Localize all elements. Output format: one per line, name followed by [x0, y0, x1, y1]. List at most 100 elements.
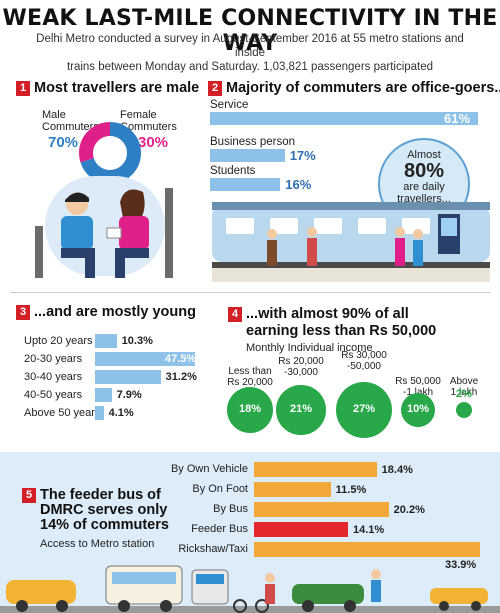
platform-edge-icon	[212, 262, 490, 268]
man-hair-icon	[65, 192, 89, 202]
income-category-3-line-2: -1 lakh	[386, 387, 450, 398]
bus-wheel-1-icon	[118, 600, 130, 612]
income-subtitle: Monthly Individual income	[246, 342, 373, 354]
section-1-heading: 1 Most travellers are male	[16, 80, 199, 96]
age-bar-4	[95, 406, 104, 420]
section-3-number: 3	[16, 305, 30, 320]
income-bubble-3	[400, 392, 436, 428]
passenger-body-2-icon	[307, 238, 317, 266]
age-value-3: 7.9%	[116, 389, 142, 401]
passenger-head-3-icon	[395, 227, 405, 237]
access-value-2: 20.2%	[393, 504, 425, 516]
income-bubble-1	[276, 385, 326, 435]
pedestrian-head-icon	[265, 573, 275, 583]
subtitle-line-1: Delhi Metro conducted a survey in August…	[36, 33, 464, 59]
man-shin-icon	[85, 256, 95, 278]
train-windows-icon	[226, 218, 430, 234]
man-shirt-icon	[61, 216, 93, 250]
female-value-label: 30%	[138, 134, 169, 151]
income-value-4: 2%	[456, 388, 472, 400]
section-3-title: ...and are mostly young	[34, 304, 196, 320]
bus-icon	[105, 565, 183, 605]
income-value-2: 27%	[352, 403, 376, 415]
passenger-body-3-icon	[395, 238, 405, 266]
access-bar-4	[254, 542, 480, 557]
age-bar-0	[95, 334, 117, 348]
income-bubble-0	[227, 387, 273, 433]
section-4-title-line-2: earning less than Rs 50,000	[246, 323, 437, 339]
road-icon	[0, 606, 500, 613]
section-1-number: 1	[16, 81, 30, 96]
metro-train-illustration	[212, 202, 490, 282]
rickshaw-wheel-2-icon	[56, 600, 68, 612]
age-label-1: 20-30 years	[24, 353, 83, 365]
age-value-1: 47.5%	[165, 353, 197, 365]
age-label-3: 40-50 years	[24, 389, 83, 401]
section-5-background	[0, 452, 500, 613]
woman-hair-icon	[120, 189, 145, 218]
passenger-body-4-icon	[413, 240, 423, 266]
income-category-3: Rs 50,000-1 lakh	[386, 376, 450, 398]
section-5-heading: 5 The feeder bus of DMRC serves only 14% …	[22, 488, 169, 533]
section-4-title-line-1: ...with almost 90% of all	[246, 306, 409, 322]
access-bar-1	[254, 482, 331, 497]
income-category-1-line-2: -30,000	[284, 367, 318, 378]
car-wheel-2-icon	[344, 600, 356, 612]
age-label-4: Above 50 years	[24, 407, 101, 419]
access-label-4: Rickshaw/Taxi	[178, 543, 248, 555]
access-label-1: By On Foot	[192, 483, 248, 495]
section-3-heading: 3 ...and are mostly young	[16, 304, 196, 320]
access-value-3: 14.1%	[353, 524, 385, 536]
occupation-value-1: 17%	[289, 148, 316, 163]
auto-rickshaw-icon	[6, 580, 76, 604]
passenger-head-4-icon	[413, 229, 423, 239]
income-category-0-line-2: Rs 20,000	[227, 377, 273, 388]
occupation-value-0: 61%	[444, 111, 471, 126]
section-5-subtitle: Access to Metro station	[40, 538, 155, 550]
book-icon	[106, 227, 122, 239]
access-bar-0	[254, 462, 377, 477]
pedestrian-body-icon	[265, 584, 275, 604]
taxi-icon	[430, 588, 488, 604]
runner-head-icon	[371, 569, 381, 579]
income-category-3-line-1: Rs 50,000	[395, 376, 441, 387]
cycle-wheel-2-icon	[255, 599, 269, 613]
income-category-1-line-1: Rs 20,000	[278, 356, 324, 367]
access-bar-3	[254, 522, 348, 537]
bus-windows-icon	[112, 572, 176, 584]
female-legend-label: Female Commuters	[120, 109, 177, 133]
section-5-title-line-3: 14% of commuters	[40, 517, 169, 533]
taxi-wheel-2-icon	[471, 601, 481, 611]
income-value-0: 18%	[238, 403, 262, 415]
occupation-bar-2	[210, 178, 281, 191]
taxi-wheel-1-icon	[439, 601, 449, 611]
cycle-wheel-1-icon	[233, 599, 247, 613]
income-category-2-line-1: Rs 30,000	[341, 350, 387, 361]
section-5-title-line-2: DMRC serves only	[40, 502, 168, 518]
access-value-4: 33.9%	[445, 559, 477, 571]
access-label-3: Feeder Bus	[191, 523, 248, 535]
man-legs-icon	[61, 248, 95, 258]
section-2-title: Majority of commuters are office-goers..…	[226, 80, 500, 96]
male-legend-label: Male Commuters	[42, 109, 99, 133]
income-category-0-line-1: Less than	[228, 366, 272, 377]
kiosk-screen-icon	[441, 218, 457, 236]
subtitle-line-2: trains between Monday and Saturday. 1,03…	[66, 61, 434, 73]
income-bubble-2	[336, 382, 392, 438]
callout-line-1: Almost	[407, 149, 441, 161]
train-roof-icon	[212, 202, 490, 210]
woman-top-icon	[119, 216, 149, 250]
section-1-title: Most travellers are male	[34, 80, 200, 96]
occupation-label-2: Students	[210, 165, 256, 177]
callout-line-2: are daily	[403, 181, 445, 193]
platform-floor-icon	[212, 268, 490, 282]
income-category-4: Above 1 lakh	[432, 376, 496, 398]
donut-slice-female	[79, 122, 141, 184]
section-5-number: 5	[22, 488, 36, 503]
section-2-number: 2	[208, 81, 222, 96]
rickshaw-wheel-1-icon	[16, 600, 28, 612]
income-value-1: 21%	[289, 403, 313, 415]
occupation-bar-1	[210, 149, 285, 162]
income-category-2: Rs 30,000 -50,000	[332, 350, 396, 372]
age-value-0: 10.3%	[121, 335, 153, 347]
